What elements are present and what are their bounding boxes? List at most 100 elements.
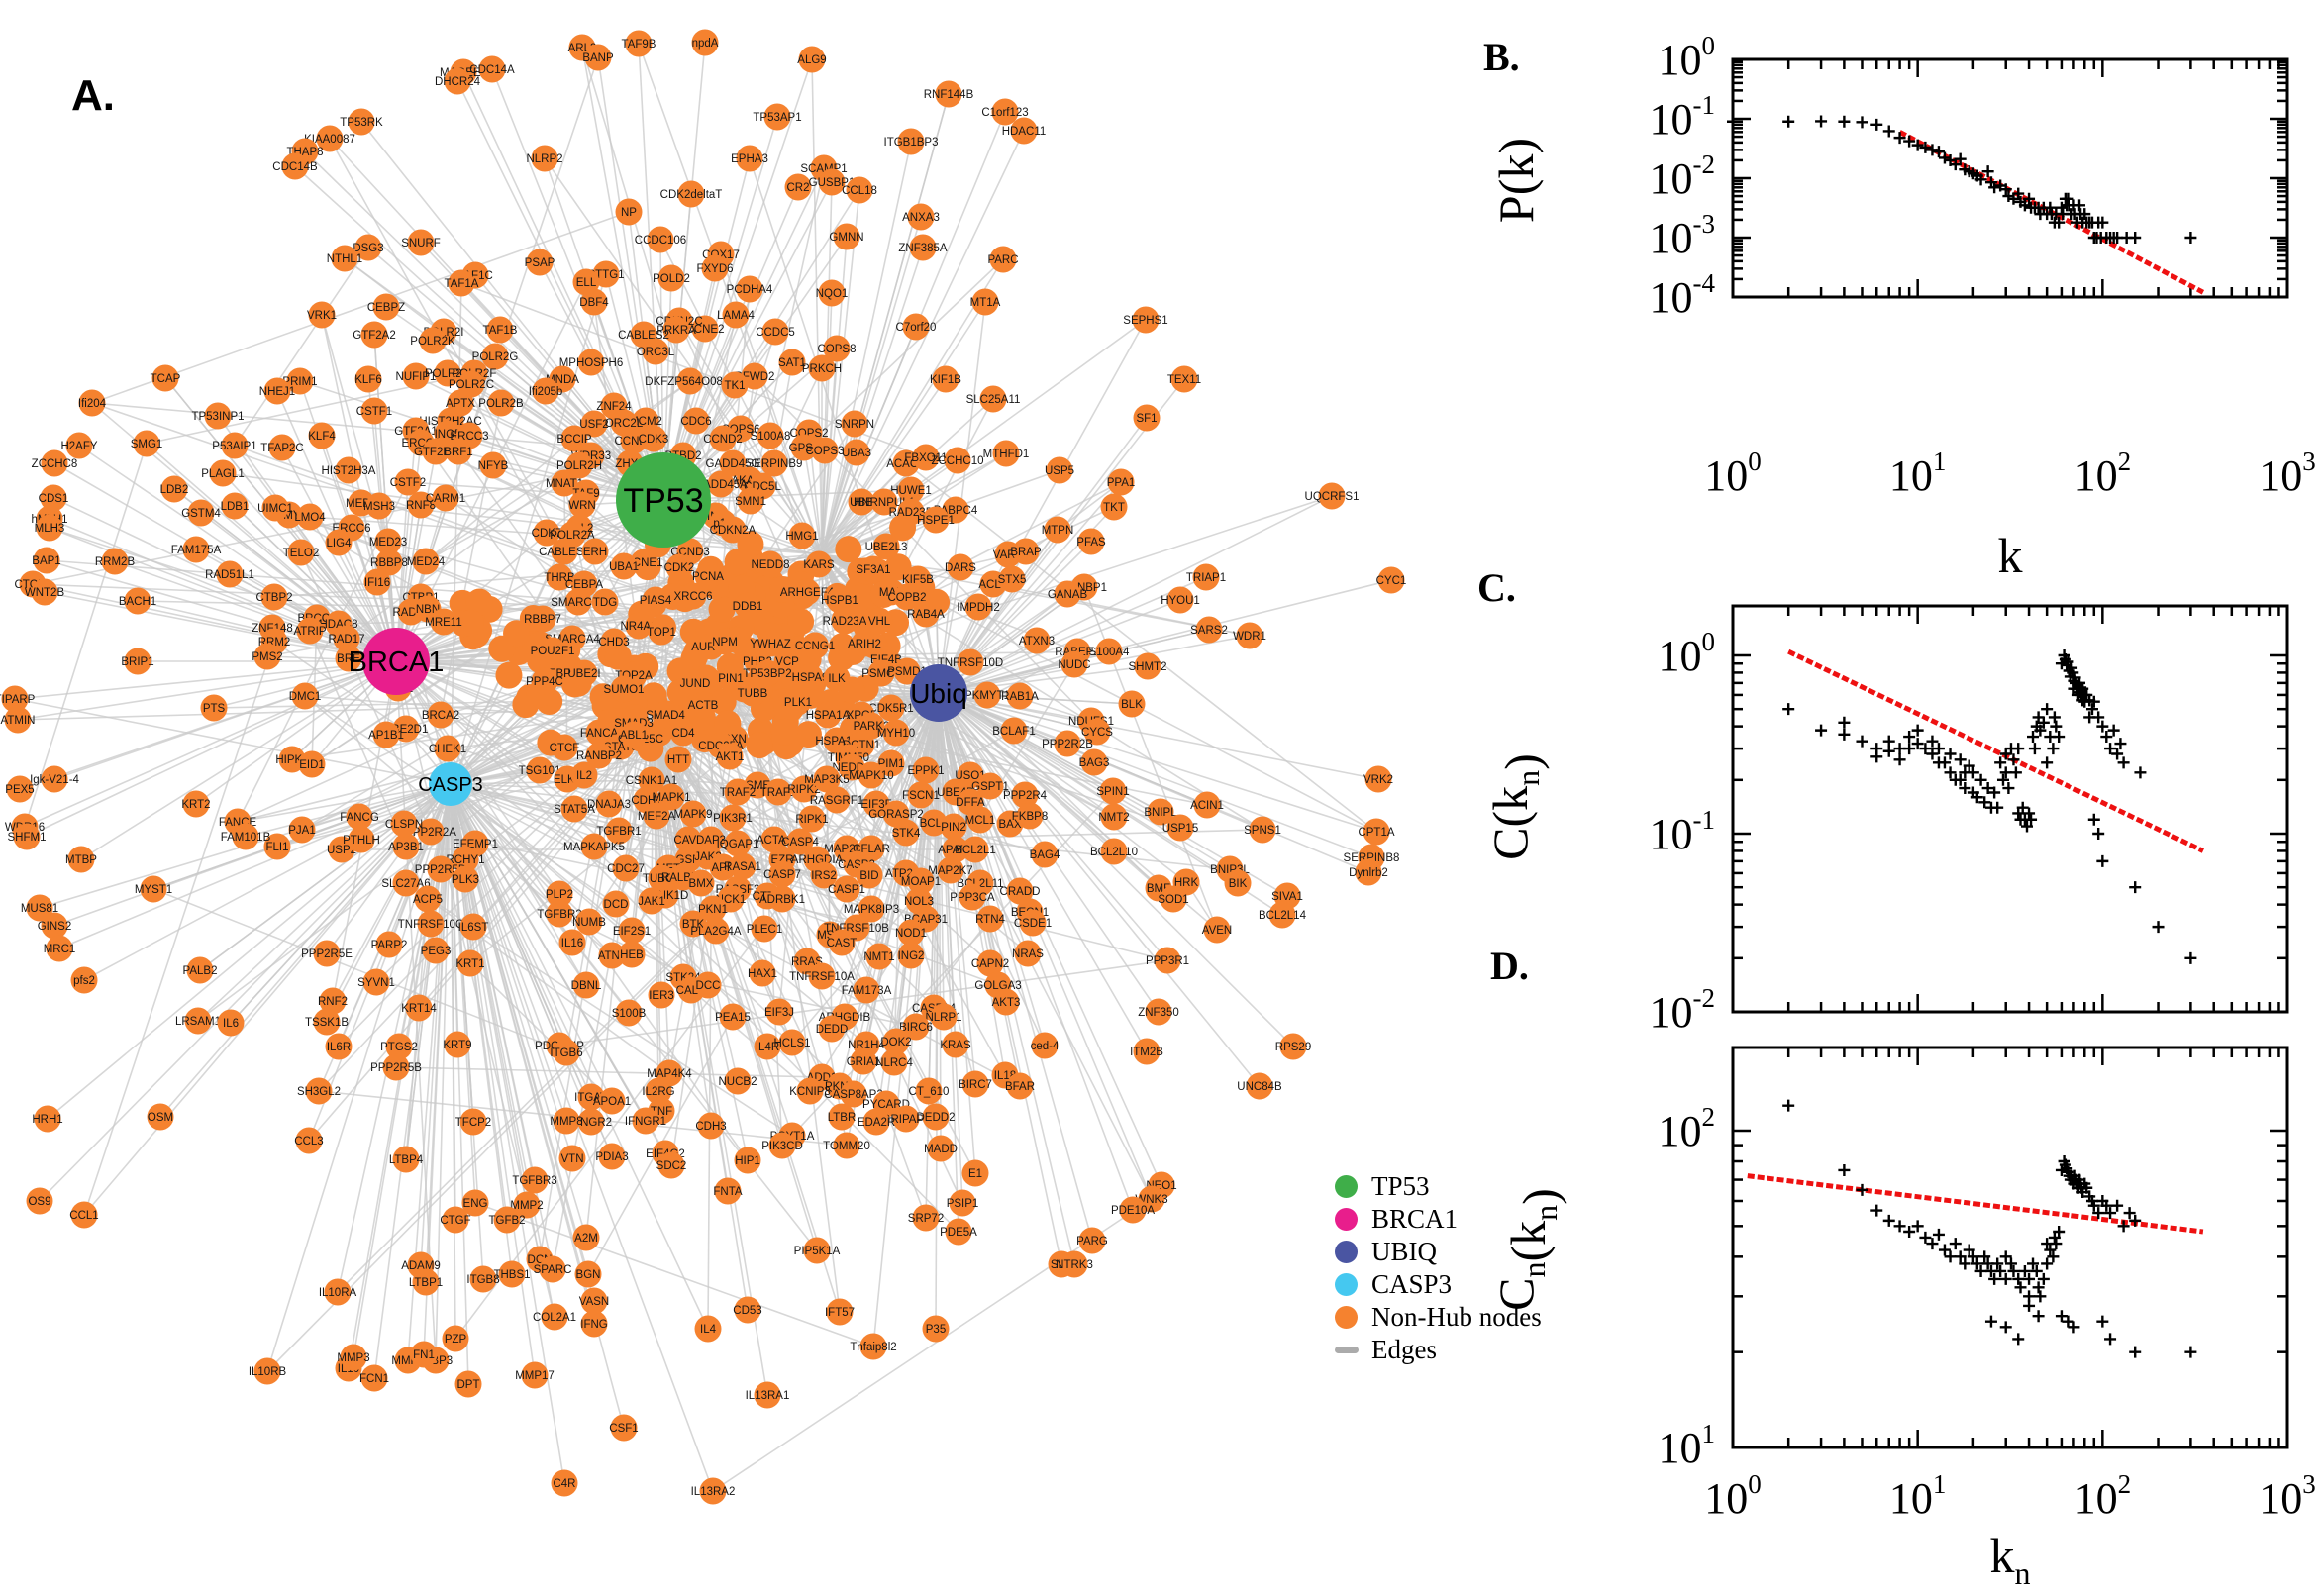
data-point [2047, 1250, 2060, 1263]
network-node: TEX11 [1167, 365, 1201, 393]
network-node: VRK1 [307, 301, 337, 329]
data-point [2055, 201, 2068, 214]
data-point [2041, 1257, 2054, 1270]
data-point [2062, 655, 2074, 668]
network-node: EIF2S1 [613, 917, 651, 945]
network-node: PRIM1 [282, 367, 318, 395]
network-node: BNIPL [1144, 798, 1177, 826]
panel-c-points [1782, 648, 2197, 964]
data-point [2087, 813, 2100, 826]
network-node: OS9 [26, 1187, 53, 1215]
data-point [1893, 753, 1906, 766]
network-node-label: CR2 [786, 182, 809, 194]
network-node-label: WDR1 [1233, 631, 1266, 643]
network-node: BAP1 [32, 547, 61, 574]
legend-dot-icon [1335, 1306, 1358, 1329]
data-point [1978, 1250, 1991, 1263]
network-node: MLH3 [35, 514, 64, 542]
network-node-label: NOL3 [904, 896, 934, 908]
network-node-label: TFCP2 [455, 1117, 491, 1129]
network-node-label: H2AFY [60, 441, 97, 452]
network-node-label: LDB2 [160, 484, 189, 496]
network-node: ACIN1 [1190, 791, 1224, 819]
data-point [1926, 144, 1939, 156]
network-hub-brca1: BRCA1 [349, 628, 444, 695]
network-node-label: CSF1 [609, 1423, 638, 1435]
panel-b-xtick-label: 100 [1704, 447, 1762, 500]
network-node-label: HDAC11 [1002, 126, 1047, 138]
network-node: GSTM4 [181, 499, 221, 527]
network-node: CDK7 [532, 519, 561, 547]
data-point [2134, 766, 2147, 779]
data-point [2100, 1199, 2113, 1212]
data-point [1838, 1163, 1851, 1176]
network-node-label: BAX [998, 819, 1021, 831]
network-node: ORC3L [637, 338, 675, 365]
network-node-label: GSPT1 [971, 781, 1009, 793]
network-node: TFCP2 [455, 1108, 491, 1136]
network-node: NP [615, 198, 643, 226]
network-node-label: A2M [574, 1233, 598, 1245]
network-node: DNAJA3 [587, 790, 631, 818]
network-node: SUMO1 [604, 675, 644, 703]
network-node: TDG [591, 588, 619, 616]
network-node: TRAF1 [760, 778, 796, 806]
network-node-label: PARC [987, 254, 1018, 266]
network-node-label: MRC1 [44, 944, 76, 955]
network-node-label: BACH1 [119, 596, 156, 608]
network-node-label: BIRC7 [959, 1079, 992, 1091]
panel-d-xtick-label: 100 [1704, 1469, 1762, 1523]
data-point [1954, 753, 1967, 766]
network-node-label: PDE10A [1111, 1205, 1155, 1217]
network-node: MT1A [970, 288, 1001, 316]
data-point [1967, 1250, 1979, 1263]
network-node-label: PDIA3 [595, 1151, 628, 1163]
network-node-label: C1orf123 [981, 107, 1028, 119]
network-node-label: UQCRFS1 [1305, 491, 1360, 503]
network-node: ADRBK1 [759, 885, 805, 913]
data-point [2053, 1226, 2066, 1238]
network-node-label: GANAB [1048, 589, 1088, 601]
network-node: ZNF385A [898, 234, 948, 261]
network-node-label: CAPN2 [971, 958, 1009, 970]
network-node: CSTF1 [356, 397, 392, 425]
network-node: MRE11 [425, 608, 462, 636]
network-node: A2M [572, 1224, 600, 1251]
data-point [2014, 1281, 2027, 1294]
network-node: P53AIP1 [212, 432, 257, 459]
network-node: TELO2 [283, 539, 319, 566]
network-node: BCCIP [556, 425, 592, 452]
network-node: TNFRSF10C [398, 910, 463, 938]
network-node: MMP3 [337, 1344, 370, 1371]
data-point [2062, 1315, 2074, 1328]
network-node-label: RANBP2 [576, 750, 622, 762]
network-node-label: NLRP1 [925, 1012, 961, 1024]
network-node: FN1 [410, 1341, 438, 1368]
network-node-label: ACTB [688, 700, 719, 712]
network-node: SF3A1 [856, 555, 891, 583]
data-point [2018, 1264, 2031, 1277]
network-node-label: IL6 [223, 1018, 239, 1030]
network-node-label: BRCA2 [422, 710, 459, 722]
data-point [1932, 146, 1945, 158]
network-node-label: KLF6 [354, 374, 382, 386]
network-node-label: DAP3 [696, 835, 726, 847]
legend-item-edges: Edges [1335, 1334, 1542, 1366]
network-node-label: Ifi205b [529, 386, 563, 398]
data-point [1984, 1315, 1997, 1328]
network-node-label: CSDE1 [1014, 918, 1052, 930]
network-node: ZCCHC8 [32, 449, 77, 477]
network-node-label: NTHL1 [327, 253, 362, 265]
network-node: COL2A1 [533, 1303, 576, 1331]
data-point [1856, 1183, 1868, 1196]
data-point [1919, 141, 1932, 153]
network-node: VASN [579, 1287, 609, 1315]
data-point [1903, 1226, 1916, 1238]
data-point [2048, 711, 2061, 724]
network-node-label: MTPN [1042, 525, 1074, 537]
network-node-label: POLD2 [653, 273, 690, 285]
network-node-label: CDK2deltaT [660, 189, 723, 201]
network-node-label: MTBP [65, 854, 97, 866]
network-node-label: SERPINB8 [1344, 852, 1400, 864]
network-node-label: TRAF2 [720, 787, 756, 799]
